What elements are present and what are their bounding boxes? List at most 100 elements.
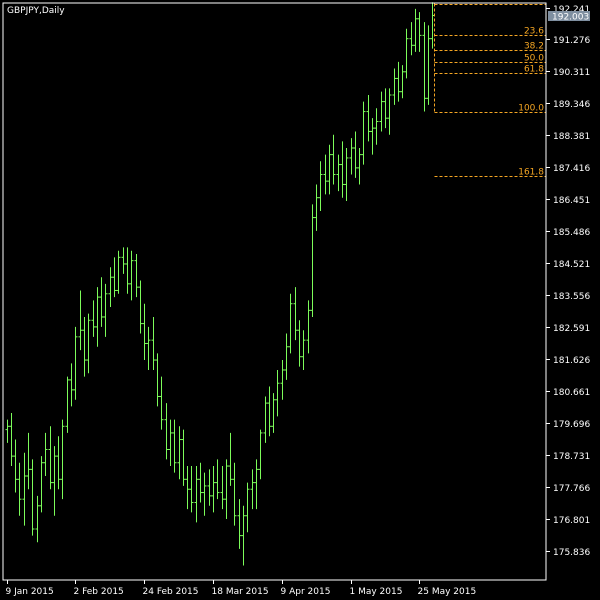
ohlc-bar (284, 333, 289, 380)
y-tick-label: 187.416 (553, 164, 590, 174)
ohlc-bar (314, 184, 319, 231)
ohlc-bar (232, 462, 237, 526)
ohlc-bar (202, 472, 207, 516)
ohlc-bar (194, 466, 199, 523)
ohlc-bar (400, 65, 405, 99)
ohlc-bar (370, 118, 375, 155)
ohlc-bar (164, 403, 169, 460)
x-tick-label: 18 Mar 2015 (212, 587, 269, 597)
ohlc-bar (129, 250, 134, 301)
ohlc-bar (297, 320, 302, 367)
fib-label: 161.8 (518, 168, 544, 178)
ohlc-bar (159, 376, 164, 430)
ohlc-bar (288, 293, 293, 354)
x-tick-label: 9 Apr 2015 (281, 587, 331, 597)
y-tick-label: 175.836 (553, 548, 590, 558)
ohlc-bar (30, 459, 35, 536)
ohlc-bar (417, 12, 422, 52)
ohlc-bar (39, 456, 44, 513)
ohlc-bar (271, 393, 276, 433)
ohlc-bar (69, 363, 74, 407)
y-tick-label: 182.591 (553, 324, 590, 334)
ohlc-bar (9, 413, 14, 467)
ohlc-bar (43, 432, 48, 476)
x-tick-label: 24 Feb 2015 (143, 587, 199, 597)
ohlc-bar (331, 134, 336, 185)
ohlc-bar (374, 108, 379, 145)
fibonacci-levels: 23.6 38.2 50.061.8 100.0 161.8 (434, 3, 546, 178)
ohlc-bar (392, 68, 397, 105)
ohlc-bars (5, 2, 435, 566)
ohlc-bar (65, 376, 70, 433)
ohlc-bar (146, 326, 151, 370)
ohlc-bar (211, 466, 216, 513)
ohlc-bar (215, 459, 220, 500)
ohlc-bar (99, 277, 104, 327)
ohlc-bar (155, 353, 160, 407)
y-tick-label: 185.486 (553, 228, 590, 238)
x-tick-label: 1 May 2015 (350, 587, 403, 597)
ohlc-bar (422, 22, 427, 112)
ohlc-bar (17, 462, 22, 516)
ohlc-bar (379, 91, 384, 132)
ohlc-bar (301, 330, 306, 370)
ohlc-bar (323, 154, 328, 195)
ohlc-bar (121, 247, 126, 274)
ohlc-bar (241, 505, 246, 566)
y-tick-label: 190.311 (553, 68, 590, 78)
ohlc-bar (52, 446, 57, 516)
ohlc-bar (310, 204, 315, 317)
ohlc-bar (224, 459, 229, 520)
ohlc-bar (426, 25, 431, 105)
y-tick-label: 179.696 (553, 420, 590, 430)
ohlc-bar (237, 499, 242, 549)
ohlc-bar (293, 287, 298, 341)
ohlc-bar (361, 101, 366, 165)
y-tick-label: 181.626 (553, 356, 590, 366)
ohlc-bar (86, 313, 91, 374)
ohlc-bar (5, 419, 10, 443)
ohlc-bar (327, 144, 332, 195)
ohlc-bar (73, 326, 78, 400)
fib-label: 23.6 (524, 27, 544, 37)
ohlc-bar (344, 148, 349, 202)
y-tick-label: 191.276 (553, 36, 590, 46)
ohlc-bar (22, 452, 27, 526)
current-price-label: 192.003 (552, 13, 589, 23)
y-tick-label: 186.451 (553, 196, 590, 206)
ohlc-bar (82, 316, 87, 377)
ohlc-bar (13, 439, 18, 493)
x-tick-label: 9 Jan 2015 (6, 587, 54, 597)
y-tick-label: 188.381 (553, 132, 590, 142)
ohlc-bar (103, 283, 108, 337)
fib-label: 50.0 (524, 54, 544, 64)
ohlc-bar (280, 360, 285, 400)
ohlc-bar (340, 141, 345, 198)
y-tick-label: 176.801 (553, 516, 590, 526)
y-tick-label: 177.766 (553, 484, 590, 494)
ohlc-bar (228, 432, 233, 486)
current-price-box (548, 11, 590, 21)
fib-label: 38.2 (524, 42, 544, 52)
ohlc-bar (198, 462, 203, 503)
price-axis: 192.241 191.276 190.311 189.346 188.381 187.4… (546, 5, 590, 558)
symbol-title: GBPJPY,Daily (7, 6, 65, 16)
ohlc-bar (26, 432, 31, 490)
time-axis: 9 Jan 2015 2 Feb 2015 24 Feb 2015 18 Mar 20… (6, 580, 476, 597)
ohlc-bar (207, 469, 212, 506)
y-tick-label: 180.661 (553, 388, 590, 398)
ohlc-bar (318, 161, 323, 211)
ohlc-bar (142, 303, 147, 361)
ohlc-bar (353, 131, 358, 178)
current-price-marker: 192.003 (548, 11, 590, 23)
ohlc-bar (245, 482, 250, 533)
ohlc-bar (168, 419, 173, 467)
ohlc-bar (396, 61, 401, 102)
ohlc-bar (181, 429, 186, 486)
y-tick-label: 192.241 (553, 5, 590, 15)
ohlc-bar (60, 419, 65, 500)
ohlc-bar (254, 459, 259, 510)
fib-label: 100.0 (518, 104, 544, 114)
ohlc-bar (112, 257, 117, 298)
x-tick-label: 2 Feb 2015 (74, 587, 124, 597)
